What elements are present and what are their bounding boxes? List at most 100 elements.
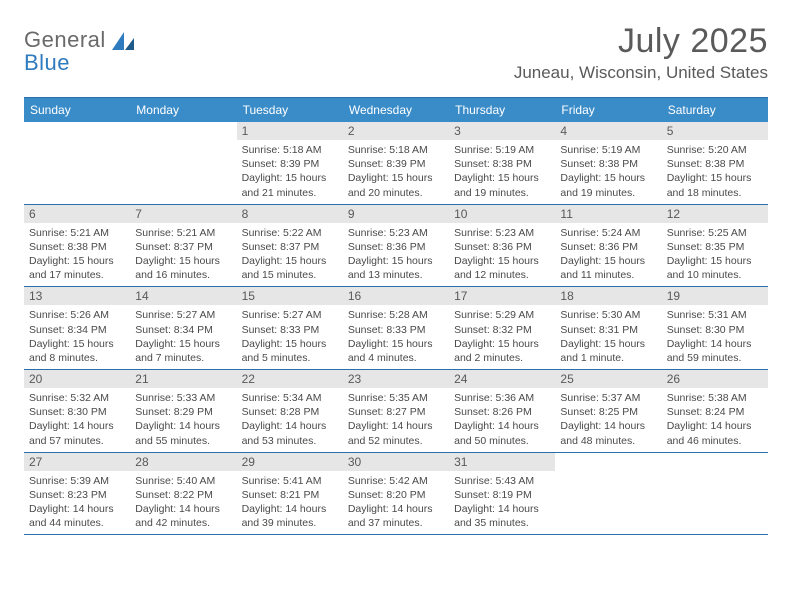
- day-cell: 22Sunrise: 5:34 AMSunset: 8:28 PMDayligh…: [237, 370, 343, 452]
- weekday-header: Monday: [130, 98, 236, 122]
- day-cell: 9Sunrise: 5:23 AMSunset: 8:36 PMDaylight…: [343, 205, 449, 287]
- day-cell: 28Sunrise: 5:40 AMSunset: 8:22 PMDayligh…: [130, 453, 236, 535]
- day-number: 1: [237, 122, 343, 140]
- day-cell: 29Sunrise: 5:41 AMSunset: 8:21 PMDayligh…: [237, 453, 343, 535]
- day-details: Sunrise: 5:29 AMSunset: 8:32 PMDaylight:…: [449, 305, 555, 369]
- header: General Blue July 2025 Juneau, Wisconsin…: [24, 22, 768, 83]
- day-details: Sunrise: 5:38 AMSunset: 8:24 PMDaylight:…: [662, 388, 768, 452]
- day-details: Sunrise: 5:18 AMSunset: 8:39 PMDaylight:…: [237, 140, 343, 204]
- day-cell: 4Sunrise: 5:19 AMSunset: 8:38 PMDaylight…: [555, 122, 661, 204]
- day-number: 17: [449, 287, 555, 305]
- day-details: Sunrise: 5:37 AMSunset: 8:25 PMDaylight:…: [555, 388, 661, 452]
- day-cell: 21Sunrise: 5:33 AMSunset: 8:29 PMDayligh…: [130, 370, 236, 452]
- day-cell: 25Sunrise: 5:37 AMSunset: 8:25 PMDayligh…: [555, 370, 661, 452]
- weekday-header: Wednesday: [343, 98, 449, 122]
- day-number: 30: [343, 453, 449, 471]
- day-number: 6: [24, 205, 130, 223]
- day-cell: 16Sunrise: 5:28 AMSunset: 8:33 PMDayligh…: [343, 287, 449, 369]
- day-cell: 24Sunrise: 5:36 AMSunset: 8:26 PMDayligh…: [449, 370, 555, 452]
- weekday-row: SundayMondayTuesdayWednesdayThursdayFrid…: [24, 98, 768, 122]
- day-number: 5: [662, 122, 768, 140]
- day-details: Sunrise: 5:28 AMSunset: 8:33 PMDaylight:…: [343, 305, 449, 369]
- day-cell: .: [555, 453, 661, 535]
- day-details: Sunrise: 5:21 AMSunset: 8:37 PMDaylight:…: [130, 223, 236, 287]
- weekday-header: Friday: [555, 98, 661, 122]
- day-number: 24: [449, 370, 555, 388]
- day-details: Sunrise: 5:35 AMSunset: 8:27 PMDaylight:…: [343, 388, 449, 452]
- day-cell: 1Sunrise: 5:18 AMSunset: 8:39 PMDaylight…: [237, 122, 343, 204]
- day-details: Sunrise: 5:39 AMSunset: 8:23 PMDaylight:…: [24, 471, 130, 535]
- calendar-week: 13Sunrise: 5:26 AMSunset: 8:34 PMDayligh…: [24, 287, 768, 370]
- day-number: 23: [343, 370, 449, 388]
- day-number: 18: [555, 287, 661, 305]
- day-number: 4: [555, 122, 661, 140]
- day-details: Sunrise: 5:21 AMSunset: 8:38 PMDaylight:…: [24, 223, 130, 287]
- day-details: Sunrise: 5:41 AMSunset: 8:21 PMDaylight:…: [237, 471, 343, 535]
- day-cell: 3Sunrise: 5:19 AMSunset: 8:38 PMDaylight…: [449, 122, 555, 204]
- month-title: July 2025: [514, 22, 768, 61]
- day-cell: 8Sunrise: 5:22 AMSunset: 8:37 PMDaylight…: [237, 205, 343, 287]
- calendar-week: . . 1Sunrise: 5:18 AMSunset: 8:39 PMDayl…: [24, 122, 768, 205]
- day-details: Sunrise: 5:43 AMSunset: 8:19 PMDaylight:…: [449, 471, 555, 535]
- weekday-header: Sunday: [24, 98, 130, 122]
- day-cell: 14Sunrise: 5:27 AMSunset: 8:34 PMDayligh…: [130, 287, 236, 369]
- day-number: 13: [24, 287, 130, 305]
- day-number: 20: [24, 370, 130, 388]
- day-cell: 2Sunrise: 5:18 AMSunset: 8:39 PMDaylight…: [343, 122, 449, 204]
- calendar-week: 20Sunrise: 5:32 AMSunset: 8:30 PMDayligh…: [24, 370, 768, 453]
- logo-sail-icon: [110, 30, 136, 57]
- weekday-header: Saturday: [662, 98, 768, 122]
- weekday-header: Tuesday: [237, 98, 343, 122]
- day-number: 19: [662, 287, 768, 305]
- day-number: 7: [130, 205, 236, 223]
- day-details: Sunrise: 5:34 AMSunset: 8:28 PMDaylight:…: [237, 388, 343, 452]
- day-details: Sunrise: 5:18 AMSunset: 8:39 PMDaylight:…: [343, 140, 449, 204]
- day-number: 25: [555, 370, 661, 388]
- day-details: Sunrise: 5:24 AMSunset: 8:36 PMDaylight:…: [555, 223, 661, 287]
- calendar-week: 6Sunrise: 5:21 AMSunset: 8:38 PMDaylight…: [24, 205, 768, 288]
- day-number: 21: [130, 370, 236, 388]
- logo: General Blue: [24, 28, 136, 74]
- day-cell: 23Sunrise: 5:35 AMSunset: 8:27 PMDayligh…: [343, 370, 449, 452]
- day-details: Sunrise: 5:19 AMSunset: 8:38 PMDaylight:…: [449, 140, 555, 204]
- day-cell: 18Sunrise: 5:30 AMSunset: 8:31 PMDayligh…: [555, 287, 661, 369]
- weekday-header: Thursday: [449, 98, 555, 122]
- day-number: 9: [343, 205, 449, 223]
- calendar-week: 27Sunrise: 5:39 AMSunset: 8:23 PMDayligh…: [24, 453, 768, 536]
- day-cell: 17Sunrise: 5:29 AMSunset: 8:32 PMDayligh…: [449, 287, 555, 369]
- location-text: Juneau, Wisconsin, United States: [514, 63, 768, 83]
- day-cell: 15Sunrise: 5:27 AMSunset: 8:33 PMDayligh…: [237, 287, 343, 369]
- logo-line1: General: [24, 28, 106, 51]
- day-details: Sunrise: 5:36 AMSunset: 8:26 PMDaylight:…: [449, 388, 555, 452]
- day-cell: 5Sunrise: 5:20 AMSunset: 8:38 PMDaylight…: [662, 122, 768, 204]
- day-cell: 20Sunrise: 5:32 AMSunset: 8:30 PMDayligh…: [24, 370, 130, 452]
- day-cell: .: [24, 122, 130, 204]
- day-details: Sunrise: 5:20 AMSunset: 8:38 PMDaylight:…: [662, 140, 768, 204]
- day-details: Sunrise: 5:23 AMSunset: 8:36 PMDaylight:…: [343, 223, 449, 287]
- day-number: 11: [555, 205, 661, 223]
- day-number: 2: [343, 122, 449, 140]
- logo-line2: Blue: [24, 51, 106, 74]
- title-block: July 2025 Juneau, Wisconsin, United Stat…: [514, 22, 768, 83]
- day-number: 15: [237, 287, 343, 305]
- day-details: Sunrise: 5:19 AMSunset: 8:38 PMDaylight:…: [555, 140, 661, 204]
- day-cell: .: [662, 453, 768, 535]
- day-number: 8: [237, 205, 343, 223]
- day-details: Sunrise: 5:27 AMSunset: 8:34 PMDaylight:…: [130, 305, 236, 369]
- day-details: Sunrise: 5:42 AMSunset: 8:20 PMDaylight:…: [343, 471, 449, 535]
- day-cell: 6Sunrise: 5:21 AMSunset: 8:38 PMDaylight…: [24, 205, 130, 287]
- day-cell: 30Sunrise: 5:42 AMSunset: 8:20 PMDayligh…: [343, 453, 449, 535]
- day-number: 26: [662, 370, 768, 388]
- day-details: Sunrise: 5:31 AMSunset: 8:30 PMDaylight:…: [662, 305, 768, 369]
- day-number: 14: [130, 287, 236, 305]
- day-details: Sunrise: 5:22 AMSunset: 8:37 PMDaylight:…: [237, 223, 343, 287]
- day-cell: 12Sunrise: 5:25 AMSunset: 8:35 PMDayligh…: [662, 205, 768, 287]
- day-cell: 31Sunrise: 5:43 AMSunset: 8:19 PMDayligh…: [449, 453, 555, 535]
- day-cell: 7Sunrise: 5:21 AMSunset: 8:37 PMDaylight…: [130, 205, 236, 287]
- day-cell: .: [130, 122, 236, 204]
- day-cell: 26Sunrise: 5:38 AMSunset: 8:24 PMDayligh…: [662, 370, 768, 452]
- day-details: Sunrise: 5:27 AMSunset: 8:33 PMDaylight:…: [237, 305, 343, 369]
- day-number: 10: [449, 205, 555, 223]
- day-details: Sunrise: 5:40 AMSunset: 8:22 PMDaylight:…: [130, 471, 236, 535]
- calendar: SundayMondayTuesdayWednesdayThursdayFrid…: [24, 97, 768, 535]
